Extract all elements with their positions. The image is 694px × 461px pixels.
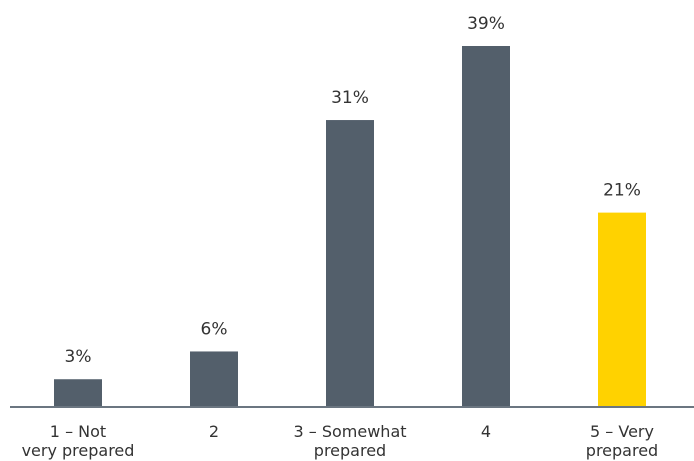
bar-2 bbox=[190, 351, 238, 407]
x-tick-label-3: 3 – Somewhat prepared bbox=[293, 422, 406, 460]
bar-5 bbox=[598, 212, 646, 407]
x-tick-label-1-line-2: very prepared bbox=[22, 441, 135, 460]
x-tick-label-5-line-2: prepared bbox=[586, 441, 658, 460]
x-tick-label-2: 2 bbox=[209, 422, 219, 441]
bar-1 bbox=[54, 379, 102, 407]
bar-3 bbox=[326, 120, 374, 408]
bar-4 bbox=[462, 46, 510, 407]
x-tick-label-5: 5 – Very prepared bbox=[586, 422, 658, 460]
x-tick-label-1: 1 – Not very prepared bbox=[22, 422, 135, 460]
bars-layer bbox=[54, 46, 646, 408]
x-tick-label-3-line-2: prepared bbox=[314, 441, 386, 460]
x-tick-label-4-line-1: 4 bbox=[481, 422, 491, 441]
x-tick-label-5-line-1: 5 – Very bbox=[590, 422, 654, 441]
value-labels-layer: 3% 6% 31% 39% 21% bbox=[65, 14, 641, 367]
value-label-3: 31% bbox=[331, 88, 369, 108]
x-tick-label-4: 4 bbox=[481, 422, 491, 441]
x-tick-label-1-line-1: 1 – Not bbox=[50, 422, 106, 441]
x-tick-label-2-line-1: 2 bbox=[209, 422, 219, 441]
value-label-2: 6% bbox=[201, 319, 228, 339]
x-tick-label-3-line-1: 3 – Somewhat bbox=[293, 422, 406, 441]
value-label-4: 39% bbox=[467, 14, 505, 34]
value-label-5: 21% bbox=[603, 181, 641, 201]
value-label-1: 3% bbox=[65, 347, 92, 367]
